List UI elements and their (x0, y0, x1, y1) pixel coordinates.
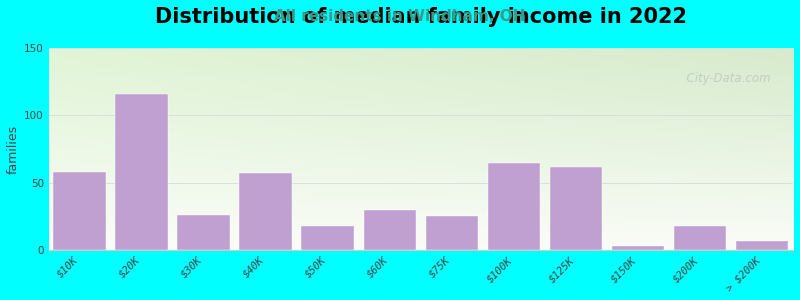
Bar (239, 173, 292, 250)
Bar (612, 246, 664, 250)
Text: City-Data.com: City-Data.com (679, 72, 770, 85)
Text: All residents in Windham, OH: All residents in Windham, OH (274, 9, 526, 24)
Title: Distribution of median family income in 2022: Distribution of median family income in … (155, 7, 687, 27)
Bar (115, 94, 168, 250)
Bar (487, 163, 540, 250)
Bar (426, 217, 478, 250)
Bar (674, 226, 726, 250)
Bar (178, 215, 230, 250)
Bar (54, 172, 106, 250)
Bar (363, 210, 416, 250)
Bar (302, 226, 354, 250)
Y-axis label: families: families (7, 124, 20, 174)
Bar (550, 167, 602, 250)
Bar (736, 241, 789, 250)
